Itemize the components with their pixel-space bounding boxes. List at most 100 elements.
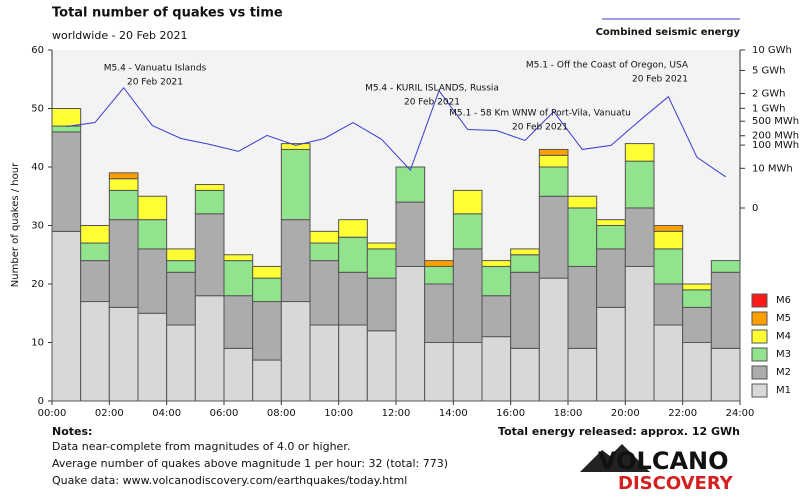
legend-swatch [751,347,768,362]
bar-segment [166,248,196,262]
notes-title: Notes: [52,425,92,438]
bar-segment [653,230,684,250]
legend-label: M2 [776,367,791,378]
bar-segment [338,324,368,402]
bar-segment [510,254,540,273]
bar-segment [567,195,598,209]
annotation: 20 Feb 2021 [632,75,688,85]
annotation: 20 Feb 2021 [404,98,460,108]
bar-segment [108,306,139,402]
bar-segment [567,265,598,349]
bar-segment [309,230,340,244]
bar-segment [624,143,655,162]
bar-segment [223,254,254,262]
bar-segment [366,242,397,250]
annotation: 20 Feb 2021 [512,123,568,133]
y2-tick-label: 0 [752,203,758,214]
bar-segment [653,324,684,402]
x-tick-label: 12:00 [382,408,411,419]
bar-segment [166,324,196,402]
annotation: M5.4 - KURIL ISLANDS, Russia [365,84,499,94]
bar-segment [108,219,139,308]
y2-tick-label: 10 MWh [752,163,793,174]
bar-segment [194,189,225,215]
bar-segment [424,342,454,402]
legend-label: M6 [776,295,791,306]
y-tick-label: 40 [31,162,44,173]
bar-segment [194,184,225,191]
x-tick-label: 02:00 [95,408,124,419]
x-tick-label: 04:00 [152,408,181,419]
y2-tick-label: 2 GWh [752,88,786,99]
bar-segment [166,260,196,273]
x-tick-label: 20:00 [611,408,640,419]
annotation: M5.1 - Off the Coast of Oregon, USA [526,61,689,71]
bar-segment [366,277,397,332]
y-tick-label: 10 [31,338,44,349]
legend-swatch [751,311,768,326]
bar-segment [108,189,139,221]
legend-label: M5 [776,313,791,324]
bar-segment [682,289,712,308]
legend-label: M4 [776,331,791,342]
legend-swatch [751,329,768,344]
note: Quake data: www.volcanodiscovery.com/ear… [52,474,407,487]
bar-segment [252,301,282,361]
bar-segment [481,336,512,402]
bar-segment [137,195,168,221]
bar-segment [653,225,684,232]
bar-segment [624,207,655,267]
bar-segment [309,242,340,262]
bar-segment [481,265,512,297]
bar-segment [624,160,655,209]
bar-segment [108,172,139,180]
bar-segment [80,260,110,303]
bar-segment [510,248,540,256]
y-tick-label: 20 [31,279,44,290]
annotation: M5.4 - Vanuatu Islands [104,64,207,74]
bar-segment [452,189,483,215]
bar-segment [108,178,139,191]
logo-icon [580,444,650,472]
bar-segment [682,342,712,402]
bar-segment [366,330,397,402]
y2-tick-label: 1 GWh [752,103,786,114]
bar-segment [137,248,168,314]
bar-segment [395,166,426,203]
bar-segment [538,166,569,197]
legend-swatch [751,293,768,308]
bar-segment [51,230,82,402]
bar-segment [223,260,254,297]
bar-segment [80,301,110,402]
bar-segment [280,219,311,303]
bar-segment [137,219,168,250]
bar-segment [194,213,225,297]
legend-swatch [751,365,768,380]
bar-segment [80,242,110,262]
bar-segment [538,277,569,402]
y-tick-label: 30 [31,221,44,232]
bar-segment [309,324,340,402]
bar-segment [338,219,368,238]
x-tick-label: 08:00 [267,408,296,419]
legend-label: M3 [776,349,791,360]
bar-segment [538,148,569,156]
x-tick-label: 18:00 [554,408,583,419]
bar-segment [481,260,512,267]
bar-segment [452,248,483,343]
bar-segment [395,201,426,267]
y-tick-label: 60 [31,45,44,56]
bar-segment [137,312,168,402]
bar-segment [653,283,684,326]
x-tick-label: 22:00 [668,408,697,419]
bar-segment [567,207,598,267]
bar-segment [338,271,368,326]
bar-segment [510,347,540,402]
bar-segment [280,301,311,402]
note: Data near-complete from magnitudes of 4.… [52,440,350,453]
y-axis-label: Number of quakes / hour [10,162,21,287]
bar-segment [194,295,225,402]
x-tick-label: 06:00 [210,408,239,419]
bar-segment [596,225,626,250]
bar-segment [596,219,626,226]
